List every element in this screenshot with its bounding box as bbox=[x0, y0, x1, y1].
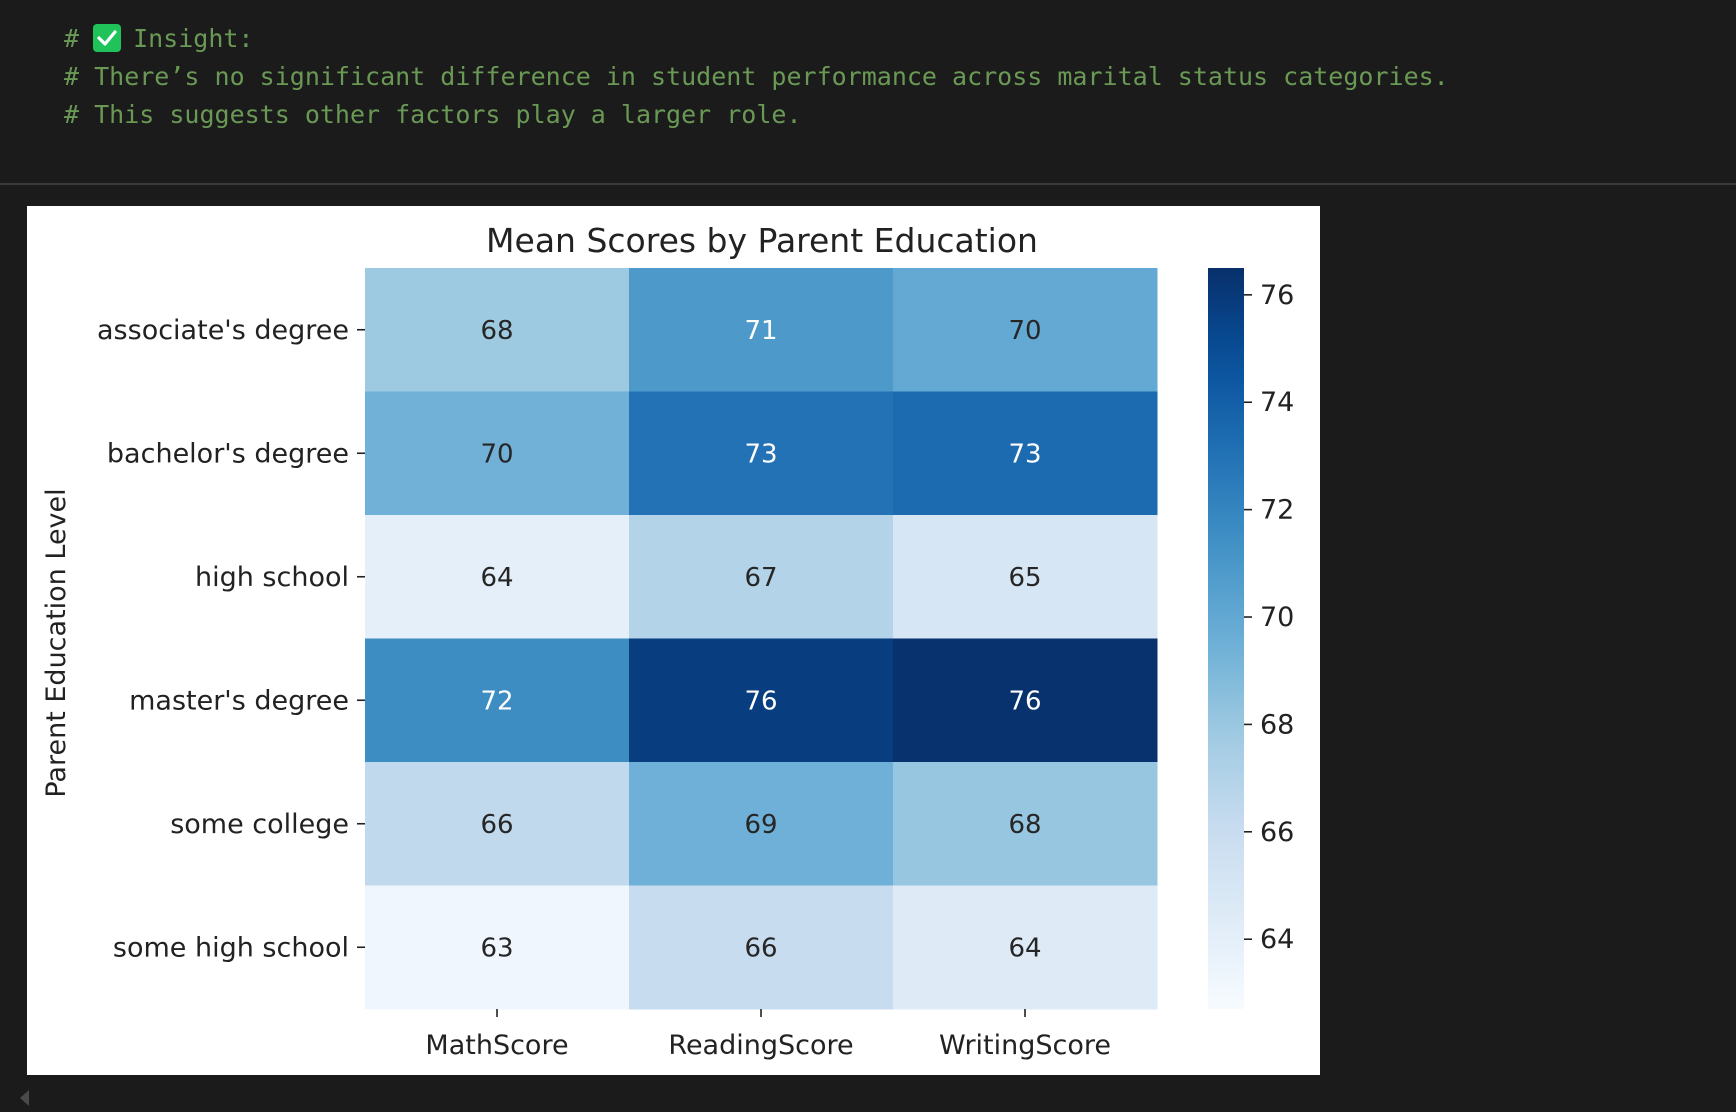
heatmap-cell bbox=[365, 885, 630, 1010]
colorbar-tick-label: 68 bbox=[1260, 709, 1294, 740]
y-tick-label: master's degree bbox=[129, 685, 349, 716]
heatmap-cell bbox=[629, 638, 894, 763]
heatmap-cell bbox=[629, 885, 894, 1010]
x-tick-label: WritingScore bbox=[939, 1030, 1111, 1061]
heatmap-cell-label: 63 bbox=[480, 933, 513, 963]
y-tick-label: associate's degree bbox=[97, 315, 349, 346]
heatmap-cell bbox=[893, 391, 1158, 516]
code-cell[interactable]: # Insight: # There’s no significant diffe… bbox=[0, 0, 1736, 185]
heatmap-cell-label: 68 bbox=[1008, 810, 1041, 840]
heatmap-cell bbox=[629, 515, 894, 639]
colorbar-tick-label: 66 bbox=[1260, 817, 1294, 848]
x-tick-label: ReadingScore bbox=[668, 1030, 853, 1061]
y-tick-label: high school bbox=[195, 562, 349, 593]
heatmap-cell-label: 64 bbox=[480, 563, 513, 593]
heatmap-cell-label: 76 bbox=[744, 686, 777, 716]
colorbar bbox=[1208, 268, 1244, 1009]
heatmap-cell bbox=[365, 268, 630, 392]
heatmap-cell bbox=[365, 638, 630, 763]
code-comment-line-3: # This suggests other factors play a lar… bbox=[64, 100, 802, 129]
colorbar-tick-label: 74 bbox=[1260, 387, 1294, 418]
x-tick-label: MathScore bbox=[425, 1030, 568, 1061]
colorbar-tick-label: 70 bbox=[1260, 602, 1294, 633]
heatmap-cell-label: 70 bbox=[480, 439, 513, 469]
y-tick-label: some high school bbox=[113, 932, 349, 963]
code-comment-line-2: # There’s no significant difference in s… bbox=[64, 62, 1449, 91]
y-tick-label: some college bbox=[170, 809, 349, 840]
heatmap-figure: Mean Scores by Parent Education Parent E… bbox=[27, 206, 1320, 1075]
heatmap-cell bbox=[365, 391, 630, 516]
heatmap-cell-label: 65 bbox=[1008, 563, 1041, 593]
heatmap-cell-label: 73 bbox=[744, 439, 777, 469]
heatmap-cell bbox=[629, 391, 894, 516]
heatmap-cell-label: 71 bbox=[744, 316, 777, 346]
heatmap-cell-label: 69 bbox=[744, 810, 777, 840]
heatmap-cell bbox=[629, 762, 894, 886]
heatmap-cell bbox=[629, 268, 894, 392]
colorbar-tick-label: 76 bbox=[1260, 280, 1294, 311]
heatmap-cell-label: 76 bbox=[1008, 686, 1041, 716]
code-comment-line-1: # Insight: bbox=[64, 24, 253, 53]
heatmap-cell-label: 68 bbox=[480, 316, 513, 346]
check-mark-button-icon bbox=[93, 24, 122, 52]
heatmap-cell bbox=[893, 638, 1158, 763]
heatmap-cell-label: 70 bbox=[1008, 316, 1041, 346]
heatmap-cell bbox=[365, 762, 630, 886]
heatmap-cell-label: 67 bbox=[744, 563, 777, 593]
colorbar-tick-label: 64 bbox=[1260, 924, 1294, 955]
insight-label: Insight: bbox=[133, 24, 254, 53]
heatmap-cell-label: 64 bbox=[1008, 933, 1041, 963]
heatmap-chart: Mean Scores by Parent Education Parent E… bbox=[41, 221, 1294, 1061]
colorbar-tick-label: 72 bbox=[1260, 495, 1294, 526]
heatmap-cell bbox=[893, 885, 1158, 1010]
heatmap-cell-label: 72 bbox=[480, 686, 513, 716]
heatmap-cell bbox=[893, 268, 1158, 392]
chart-title: Mean Scores by Parent Education bbox=[486, 221, 1038, 260]
y-axis-label: Parent Education Level bbox=[41, 488, 72, 797]
heatmap-cell bbox=[893, 515, 1158, 639]
heatmap-cell-label: 73 bbox=[1008, 439, 1041, 469]
y-tick-label: bachelor's degree bbox=[107, 438, 349, 469]
scroll-left-arrow-icon[interactable] bbox=[20, 1090, 29, 1106]
heatmap-cell-label: 66 bbox=[480, 810, 513, 840]
comment-hash: # bbox=[64, 24, 80, 53]
heatmap-cell-label: 66 bbox=[744, 933, 777, 963]
heatmap-cell bbox=[893, 762, 1158, 886]
heatmap-cell bbox=[365, 515, 630, 639]
